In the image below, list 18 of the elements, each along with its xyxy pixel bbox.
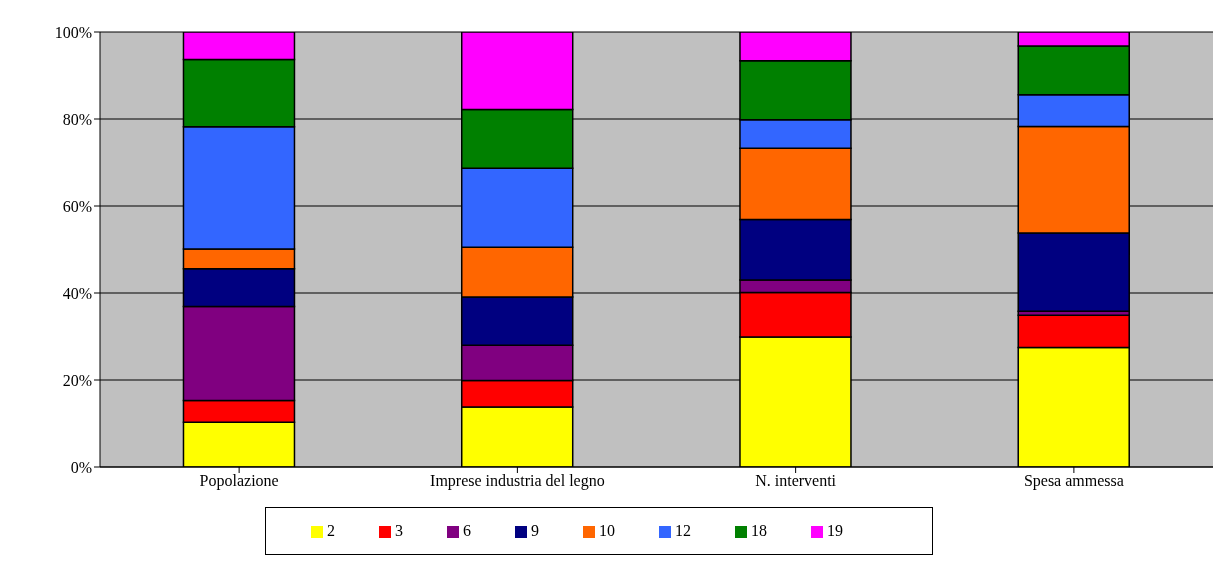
y-tick-label: 40% <box>62 284 92 302</box>
y-tick-label: 100% <box>54 23 92 41</box>
y-tick-label: 20% <box>62 371 92 389</box>
legend-label: 2 <box>327 522 335 539</box>
y-tick-label: 60% <box>62 197 92 215</box>
y-tick-label: 0% <box>70 458 92 476</box>
x-tick-label: N. interventi <box>755 472 837 490</box>
legend-label: 10 <box>599 522 615 539</box>
legend-label: 3 <box>395 522 403 539</box>
legend-label: 12 <box>675 522 691 539</box>
legend-label: 19 <box>827 522 843 539</box>
x-tick-label: Imprese industria del legno <box>430 472 605 491</box>
legend-label: 9 <box>531 522 539 539</box>
legend-label: 18 <box>751 522 767 539</box>
y-tick-label: 80% <box>62 110 92 128</box>
legend-label: 6 <box>463 522 471 539</box>
x-tick-label: Popolazione <box>199 472 279 491</box>
x-tick-label: Spesa ammessa <box>1023 472 1124 491</box>
